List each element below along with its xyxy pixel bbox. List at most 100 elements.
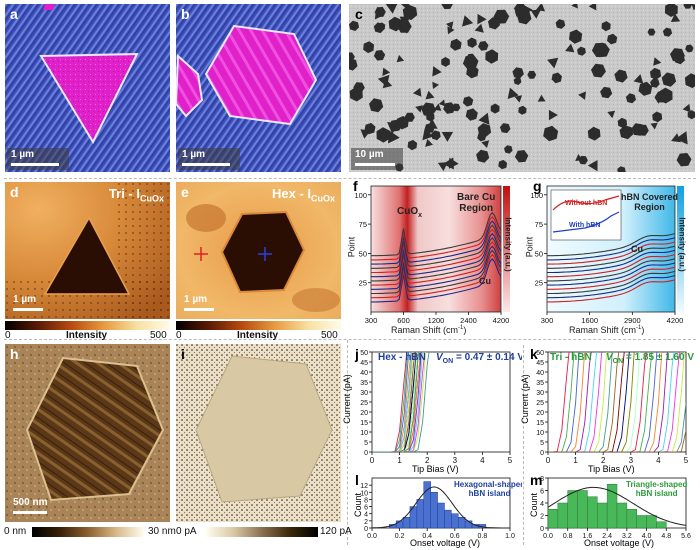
x-tick-label: 2 [601, 456, 606, 465]
spectrum-line [547, 249, 676, 274]
histogram-bar [626, 509, 637, 529]
spectrum-line [547, 270, 676, 295]
sem-island [565, 43, 575, 53]
sem-island [504, 145, 513, 154]
y-tick-label: 75 [535, 220, 543, 229]
sem-island [507, 87, 519, 99]
colorbar-min: 0 [5, 330, 11, 341]
sem-island [647, 28, 656, 36]
sem-island [485, 49, 499, 64]
z-axis-label: Intensity (a.u.) [503, 217, 513, 272]
colorbar-h [32, 527, 144, 537]
sem-island [614, 69, 628, 83]
x-axis-label: Onset voltage (V) [410, 538, 481, 548]
spectrum-line [547, 245, 676, 269]
legend-label: Hexagonal-shaped hBN island [454, 480, 522, 498]
sem-island [670, 13, 681, 22]
x-tick-label: 1 [397, 456, 402, 465]
sem-island [433, 103, 442, 111]
histogram-bar [656, 521, 667, 529]
y-tick-label: 0 [540, 450, 544, 457]
panel-label: i [181, 346, 185, 362]
sem-island [389, 119, 402, 132]
sem-island [438, 99, 446, 107]
histogram-bar [416, 499, 424, 529]
x-tick-label: 2.4 [602, 533, 612, 540]
panel-label: g [533, 180, 542, 194]
sem-island [587, 126, 601, 141]
y-tick-label: 50 [360, 350, 368, 357]
sem-island [374, 11, 383, 20]
sem-island [477, 13, 487, 25]
y-tick-label: 100 [530, 191, 543, 200]
scale-bar [355, 163, 395, 166]
sem-island [685, 44, 694, 53]
x-axis-label: Raman Shift (cm-1) [391, 325, 467, 335]
sem-island [518, 105, 527, 115]
x-tick-label: 4200 [493, 316, 510, 325]
panel-label: c [355, 6, 363, 22]
sem-island [397, 20, 412, 33]
sem-island [591, 42, 608, 58]
sem-island [535, 4, 545, 12]
map-title: Hex - ICuOx [271, 186, 335, 204]
y-tick-label: 50 [536, 350, 544, 357]
panel-label: k [530, 346, 538, 362]
colorbar-max: 500 [150, 330, 167, 341]
histogram-bar [597, 502, 608, 529]
panel-j: 0 1 2 3 4 5 0 5 10 15 20 25 30 35 40 45 50 j Hex - hBN V… [350, 344, 522, 468]
y-tick-label: 30 [536, 390, 544, 397]
panel-label: j [355, 346, 359, 362]
panel-l: 0.0 0.2 0.4 0.6 0.8 1.0 0 2 4 6 8 10 12 l Hexagonal-… [350, 472, 522, 550]
spectrum-line [547, 274, 676, 299]
sem-island [650, 122, 658, 130]
x-tick-label: 2400 [460, 316, 477, 325]
colorbar-max: 30 nm [148, 526, 176, 537]
y-tick-label: 8 [364, 497, 368, 504]
y-tick-label: 5 [540, 440, 544, 447]
sem-island [446, 21, 454, 29]
panel-e: e Hex - ICuOx 1 µm [176, 182, 341, 319]
sem-island [675, 131, 688, 145]
sem-island [514, 95, 523, 103]
sem-island [662, 27, 673, 37]
panel-label: e [181, 184, 189, 200]
z-axis-label: Intensity (a.u.) [677, 217, 687, 272]
y-tick-label: 50 [535, 249, 543, 258]
iv-curve [548, 352, 668, 452]
sem-island [385, 4, 398, 14]
x-tick-label: 300 [541, 316, 554, 325]
x-tick-label: 5 [684, 456, 689, 465]
y-tick-label: 20 [360, 410, 368, 417]
sem-island [633, 74, 644, 84]
colorbar-max: 500 [321, 330, 338, 341]
sem-island [404, 112, 415, 122]
y-tick-label: 100 [354, 191, 367, 200]
scale-bar-label: 500 nm [13, 497, 48, 508]
scale-bar [11, 163, 59, 166]
sem-island [551, 72, 562, 84]
y-axis-label: Current (pA) [519, 374, 530, 424]
sem-island [652, 111, 663, 123]
histogram-bar [437, 502, 445, 529]
iv-curve [548, 352, 675, 452]
sem-island [588, 4, 597, 11]
peak-label-cuox: CuOx [397, 206, 423, 219]
scale-bar-label: 1 µm [182, 149, 205, 160]
histogram-bar [451, 513, 459, 529]
panel-a-image [5, 4, 170, 172]
panel-c-sem-image [349, 4, 695, 172]
region-title: hBN Covered Region [621, 192, 679, 212]
panel-m: 0.0 0.8 1.6 2.4 3.2 4.0 4.8 5.6 0 2 4 6 8 m Triangle… [526, 472, 696, 550]
sem-island [376, 127, 391, 143]
sem-island [450, 38, 462, 51]
x-tick-label: 1.0 [505, 533, 515, 540]
y-tick-label: 10 [360, 490, 368, 497]
spectrum-line [547, 241, 676, 265]
sem-island [543, 125, 559, 142]
column-separator [523, 345, 524, 545]
inset-plot [550, 189, 622, 241]
sem-island [548, 109, 558, 121]
peak-label-cu: Cu [479, 276, 491, 286]
histogram-bar [577, 490, 588, 529]
